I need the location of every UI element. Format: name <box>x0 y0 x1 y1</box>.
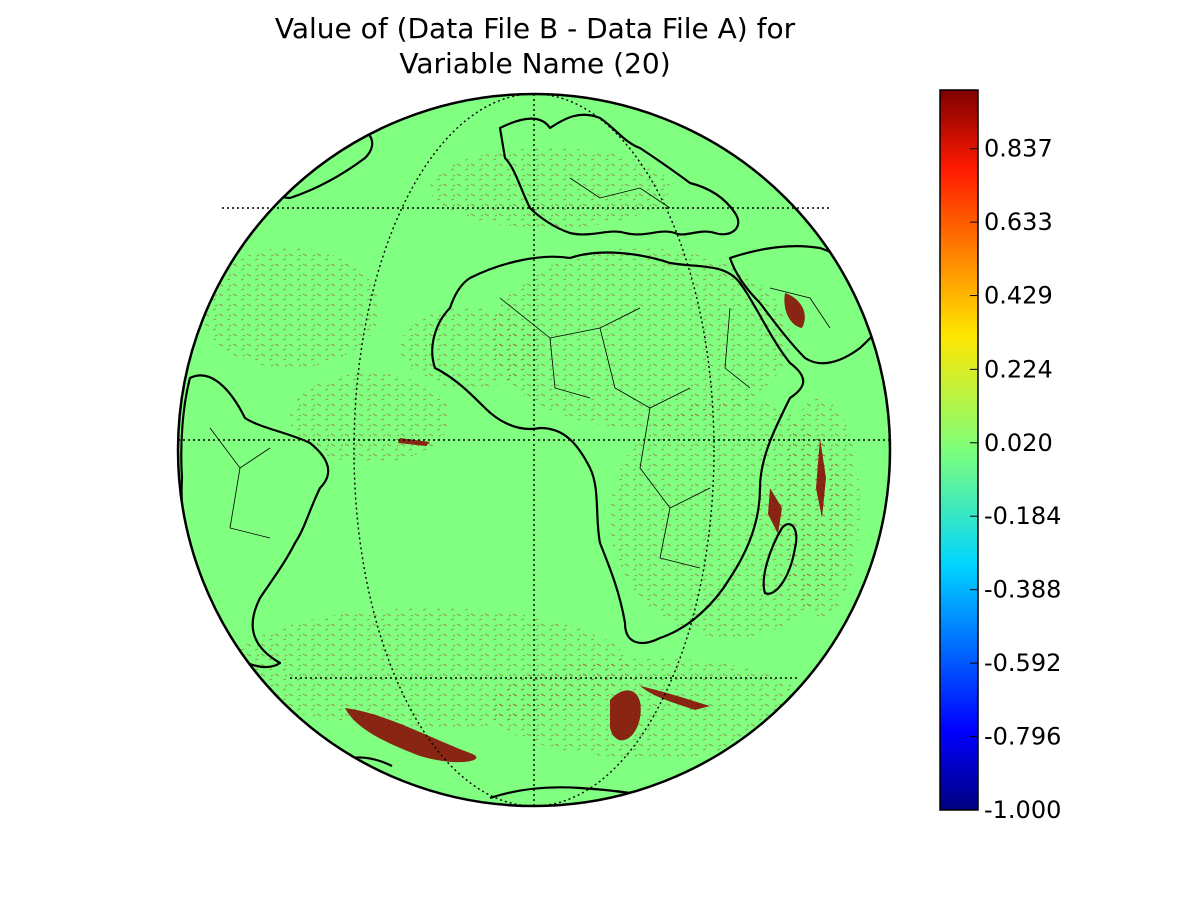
colorbar-tick-label: -0.796 <box>984 723 1061 751</box>
colorbar-tick-label: 0.429 <box>984 282 1053 310</box>
colorbar-gradient <box>939 89 979 811</box>
colorbar-tick-label: -0.592 <box>984 649 1061 677</box>
colorbar-tick-label: -1.000 <box>984 796 1061 824</box>
colorbar-tick-label: 0.633 <box>984 208 1053 236</box>
plot-title-line-1: Value of (Data File B - Data File A) for <box>274 12 796 45</box>
globe-map <box>176 92 892 808</box>
colorbar-tick-label: 0.837 <box>984 135 1053 163</box>
colorbar-tick-label: 0.224 <box>984 355 1053 383</box>
difference-speckle-regions <box>200 148 860 758</box>
strong-positive-anomalies <box>345 293 826 763</box>
colorbar-tick-label: -0.184 <box>984 502 1061 530</box>
plot-title-line-2: Variable Name (20) <box>399 47 671 80</box>
colorbar-tick-label: 0.020 <box>984 429 1053 457</box>
country-borders <box>209 177 831 569</box>
colorbar-tick-label: -0.388 <box>984 576 1061 604</box>
globe-outline <box>176 92 892 808</box>
colorbar: 0.837 0.633 0.429 0.224 0.020 -0.184 -0.388 -0.… <box>939 89 1061 824</box>
colorbar-ticks: 0.837 0.633 0.429 0.224 0.020 -0.184 -0.388 -0.… <box>970 135 1061 824</box>
